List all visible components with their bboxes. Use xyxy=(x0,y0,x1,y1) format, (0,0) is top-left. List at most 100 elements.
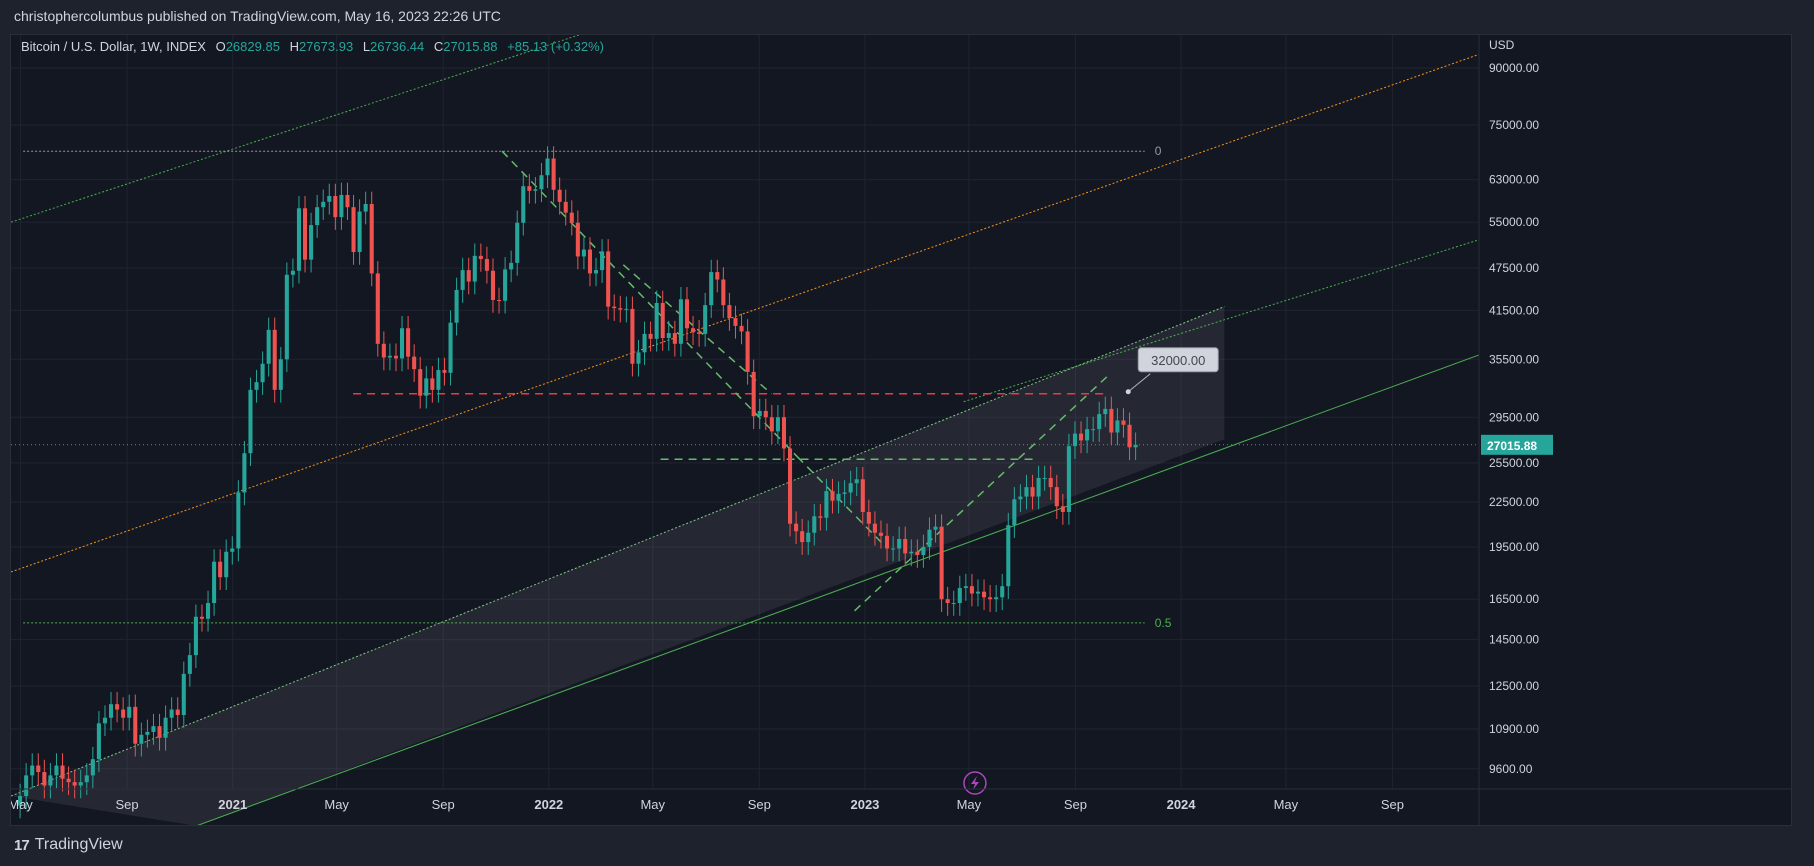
price-tick-label: 90000.00 xyxy=(1489,61,1539,75)
candle-body xyxy=(1109,408,1114,433)
candle-body xyxy=(309,225,314,260)
candle-body xyxy=(957,588,962,604)
grid xyxy=(11,35,1479,789)
candle-body xyxy=(72,782,77,786)
candle-body xyxy=(169,709,174,718)
last-price-label: 27015.88 xyxy=(1487,439,1537,453)
candle-body xyxy=(109,704,114,718)
candle-body xyxy=(727,305,732,319)
candle-body xyxy=(781,417,787,449)
close-label: C xyxy=(434,39,443,54)
candle-body xyxy=(751,371,756,417)
candle-body xyxy=(721,279,726,306)
channel-fill xyxy=(11,306,1225,826)
last-price-badge xyxy=(1481,434,1553,455)
price-tick-label: 75000.00 xyxy=(1489,118,1539,132)
candle-body xyxy=(121,709,126,718)
time-tick-label: Sep xyxy=(1064,797,1087,812)
low-label: L xyxy=(363,39,370,54)
candle-body xyxy=(296,208,302,271)
candle-body xyxy=(1121,420,1126,425)
candle-body xyxy=(1030,487,1035,497)
candle-body xyxy=(400,328,405,359)
candle-body xyxy=(430,378,435,390)
candle-body xyxy=(636,352,641,364)
candle-body xyxy=(678,299,683,344)
candle-body xyxy=(181,673,186,715)
candle-body xyxy=(982,591,987,598)
candle-body xyxy=(515,222,520,263)
candle-body xyxy=(163,717,168,738)
candle-body xyxy=(1060,506,1065,512)
candle-body xyxy=(848,483,853,493)
candle-body xyxy=(951,603,956,605)
candle-body xyxy=(303,208,308,260)
candle-body xyxy=(212,561,217,604)
chart-panel[interactable]: 0 0.5 32000.00 USD 90000.00 75000.00 63000.00… xyxy=(8,4,1792,827)
candle-body xyxy=(284,274,289,360)
candle-body xyxy=(339,194,344,218)
candle-body xyxy=(48,775,53,786)
candle-body xyxy=(1103,408,1108,415)
tradingview-logo-icon: 17 xyxy=(14,836,30,854)
footer[interactable]: 17 TradingView xyxy=(14,836,123,854)
candle-body xyxy=(945,599,950,604)
candle-body xyxy=(521,186,526,223)
low-value: 26736.44 xyxy=(370,39,424,54)
projection-line-1 xyxy=(501,150,798,458)
fib-0-label: 0 xyxy=(1155,144,1162,158)
candle-body xyxy=(1006,525,1011,587)
candle-body xyxy=(484,259,489,271)
time-tick-label: May xyxy=(324,797,349,812)
candle-body xyxy=(733,318,738,326)
candle-body xyxy=(224,551,229,578)
symbol-name: Bitcoin / U.S. Dollar, 1W, INDEX xyxy=(21,39,206,54)
publish-info: christophercolumbus published on Trading… xyxy=(14,8,501,24)
candle-body xyxy=(1012,499,1017,526)
candle-body xyxy=(30,765,35,776)
price-tick-label: 9600.00 xyxy=(1489,762,1533,776)
candle-body xyxy=(684,299,690,329)
time-tick-label: May xyxy=(11,797,33,812)
candle-body xyxy=(266,329,271,364)
candle-body xyxy=(757,410,762,417)
high-value: 27673.93 xyxy=(299,39,353,54)
time-tick-label: May xyxy=(640,797,665,812)
candle-body xyxy=(709,272,714,306)
price-chart[interactable]: 0 0.5 32000.00 USD 90000.00 75000.00 63000.00… xyxy=(8,4,1791,827)
fib-0.5-label: 0.5 xyxy=(1155,616,1172,630)
channel-lower-line xyxy=(196,354,1480,827)
candle-body xyxy=(800,531,805,543)
candle-body xyxy=(454,289,459,323)
candle-body xyxy=(1024,487,1029,497)
annotations: 0 0.5 32000.00 xyxy=(963,144,1219,795)
candle-body xyxy=(618,308,623,310)
candle-body xyxy=(199,616,205,619)
candle-body xyxy=(666,333,671,338)
time-tick-label: Sep xyxy=(432,797,455,812)
open-label: O xyxy=(216,39,226,54)
candle-body xyxy=(351,207,356,253)
candle-body xyxy=(363,203,368,212)
candle-body xyxy=(424,378,429,396)
candle-body xyxy=(466,270,471,282)
candle-body xyxy=(36,765,41,773)
candle-body xyxy=(84,775,89,783)
candle-body xyxy=(490,270,496,301)
candle-body xyxy=(254,382,259,390)
tradingview-brand: TradingView xyxy=(34,836,123,853)
candle-body xyxy=(436,370,441,390)
candle-body xyxy=(157,726,162,738)
candle-body xyxy=(321,201,326,208)
candle-body xyxy=(412,356,417,370)
candle-body xyxy=(448,322,453,373)
candle-body xyxy=(878,532,884,536)
candle-body xyxy=(903,538,908,554)
time-tick-label: Sep xyxy=(115,797,138,812)
candle-body xyxy=(1085,429,1090,441)
price-tick-label: 14500.00 xyxy=(1489,633,1539,647)
candle-body xyxy=(472,255,477,282)
candle-body xyxy=(1097,414,1102,430)
candle-body xyxy=(187,655,192,674)
candle-body xyxy=(769,417,774,432)
